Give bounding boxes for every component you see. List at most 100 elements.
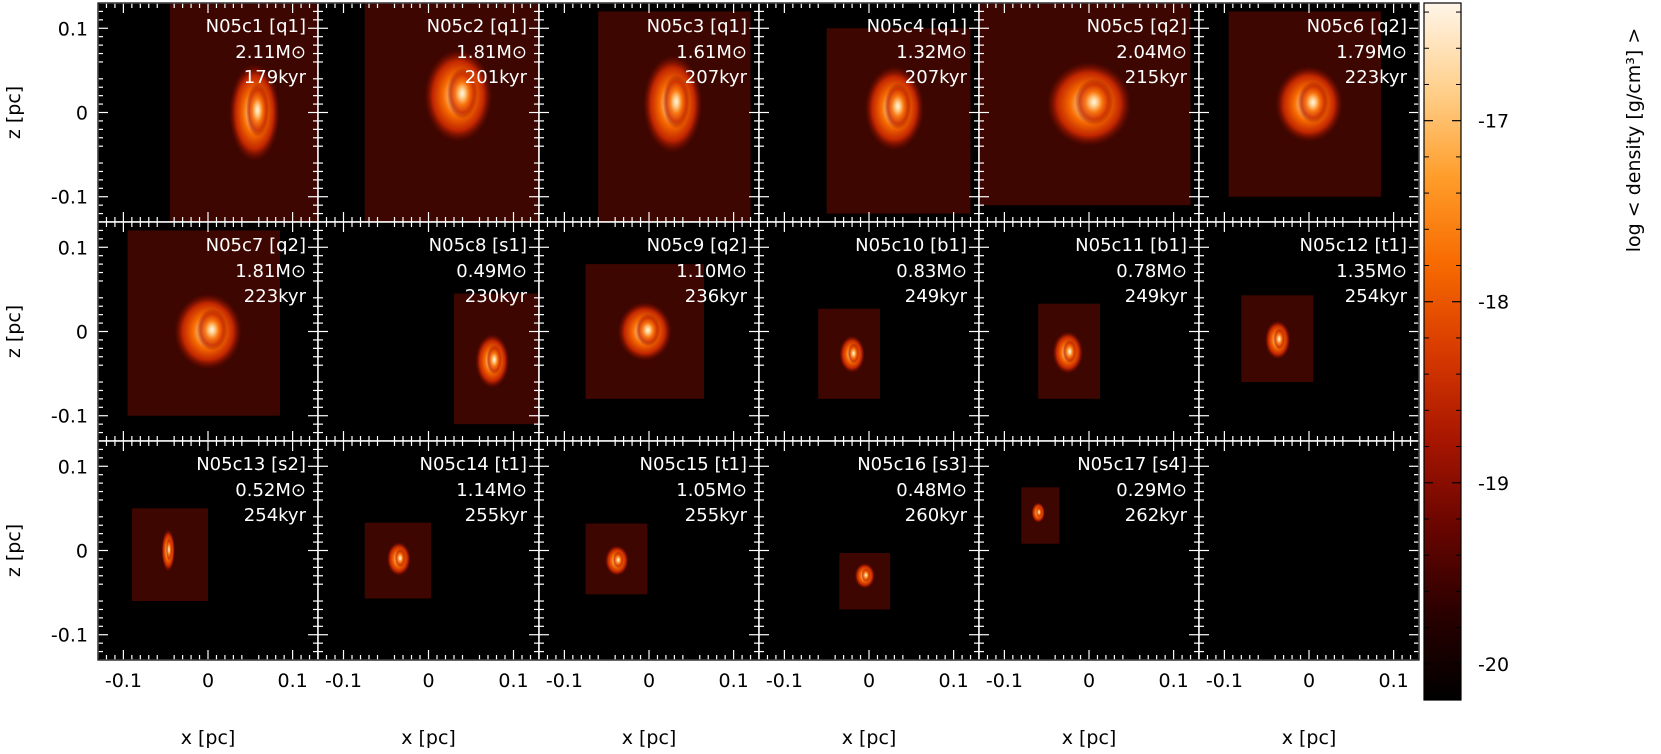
- panel-name-label: N05c6 [q2]: [1307, 16, 1407, 37]
- y-tick-label: 0.1: [58, 456, 88, 478]
- panel-mass-label: 0.49M⊙: [456, 261, 527, 282]
- panel-name-label: N05c13 [s2]: [196, 454, 306, 475]
- panel-mass-label: 1.14M⊙: [456, 480, 527, 501]
- panel-mass-label: 2.11M⊙: [235, 42, 306, 63]
- density-peak: [447, 67, 478, 119]
- panel-mass-label: 1.81M⊙: [235, 261, 306, 282]
- panel: N05c17 [s4] 0.29M⊙ 262kyr: [978, 440, 1200, 661]
- x-tick-label: 0.1: [939, 670, 969, 692]
- panel-age-label: 179kyr: [244, 67, 307, 88]
- density-peak: [196, 308, 228, 351]
- x-axis-title: x [pc]: [1062, 727, 1117, 749]
- x-axis-title: x [pc]: [1282, 727, 1337, 749]
- x-tick-label: 0.1: [1379, 670, 1409, 692]
- density-peak: [847, 343, 860, 364]
- colorbar: -17 -18 -19 -20 log < density [g/cm³] >: [1423, 2, 1645, 701]
- panel-mass-label: 1.10M⊙: [676, 261, 747, 282]
- colorbar-frame: [1423, 2, 1462, 701]
- panel-mass-label: 1.05M⊙: [676, 480, 747, 501]
- panel: N05c3 [q1] 1.61M⊙ 207kyr: [538, 2, 760, 223]
- panel: N05c5 [q2] 2.04M⊙ 215kyr: [978, 2, 1200, 223]
- panel: [1198, 440, 1420, 661]
- panel-age-label: 254kyr: [1345, 286, 1408, 307]
- y-axis-title: z [pc]: [3, 524, 25, 577]
- y-tick-label: -0.1: [51, 625, 88, 647]
- x-tick-label: -0.1: [986, 670, 1023, 692]
- panel-age-label: 249kyr: [905, 286, 968, 307]
- y-axis-title: z [pc]: [3, 86, 25, 139]
- panel-mass-label: 0.29M⊙: [1116, 480, 1187, 501]
- panel: N05c1 [q1] 2.11M⊙ 179kyr: [97, 2, 319, 223]
- density-peak: [165, 537, 173, 562]
- panel-name-label: N05c5 [q2]: [1087, 16, 1187, 37]
- panel-grid: N05c1 [q1] 2.11M⊙ 179kyr N05c2 [q1] 1.81M⊙ 20…: [97, 2, 1420, 661]
- y-tick-label: 0: [76, 103, 88, 125]
- y-tick-label: -0.1: [51, 187, 88, 209]
- panel-ticks: [98, 3, 318, 222]
- x-tick-label: -0.1: [325, 670, 362, 692]
- colorbar-tick-label: -17: [1478, 111, 1509, 133]
- panel-ticks: [979, 222, 1199, 441]
- density-peak: [486, 344, 502, 375]
- panel-background: [539, 441, 759, 660]
- panel-age-label: 262kyr: [1125, 505, 1188, 526]
- panel-ticks: [539, 3, 759, 222]
- panel-ticks: [539, 441, 759, 660]
- panel: N05c9 [q2] 1.10M⊙ 236kyr: [538, 221, 760, 442]
- panel-age-label: 207kyr: [905, 67, 968, 88]
- x-axis-title: x [pc]: [842, 727, 897, 749]
- panel-ticks: [1199, 441, 1419, 660]
- panel-mass-label: 0.78M⊙: [1116, 261, 1187, 282]
- density-peak: [635, 313, 661, 347]
- panel-age-label: 255kyr: [465, 505, 528, 526]
- x-tick-label: 0: [643, 670, 655, 692]
- density-peak: [861, 568, 871, 583]
- panel-name-label: N05c8 [s1]: [429, 235, 527, 256]
- x-axis-title: x [pc]: [181, 727, 236, 749]
- panel: N05c8 [s1] 0.49M⊙ 230kyr: [317, 221, 540, 442]
- density-peak: [884, 83, 912, 130]
- x-axis-title: x [pc]: [622, 727, 677, 749]
- panel-age-label: 260kyr: [905, 505, 968, 526]
- density-peak: [1035, 506, 1043, 518]
- panel-name-label: N05c10 [b1]: [855, 235, 967, 256]
- panel: N05c16 [s3] 0.48M⊙ 260kyr: [758, 440, 980, 661]
- x-tick-label: 0: [1303, 670, 1315, 692]
- panel-mass-label: 1.81M⊙: [456, 42, 527, 63]
- panel-ticks: [318, 441, 539, 660]
- panel-ticks: [759, 441, 979, 660]
- panel-mass-label: 1.79M⊙: [1336, 42, 1407, 63]
- x-tick-label: 0.1: [1159, 670, 1189, 692]
- x-tick-label: 0: [422, 670, 434, 692]
- x-axis-labels: -0.1 0 0.1 x [pc] -0.1 0 0.1 x [pc] -0.1 0 0.1 x [p…: [105, 670, 1409, 749]
- panel-ticks: [979, 441, 1199, 660]
- panel-mass-label: 0.52M⊙: [235, 480, 306, 501]
- panel: N05c14 [t1] 1.14M⊙ 255kyr: [317, 440, 540, 661]
- x-tick-label: 0.1: [278, 670, 308, 692]
- y-tick-label: -0.1: [51, 406, 88, 428]
- panel-age-label: 223kyr: [244, 286, 307, 307]
- panel-age-label: 255kyr: [685, 505, 748, 526]
- panel: N05c4 [q1] 1.32M⊙ 207kyr: [758, 2, 980, 223]
- panel-ticks: [1199, 222, 1419, 441]
- panel-name-label: N05c3 [q1]: [647, 16, 747, 37]
- x-tick-label: -0.1: [766, 670, 803, 692]
- y-tick-label: 0.1: [58, 237, 88, 259]
- panel-ticks: [98, 441, 318, 660]
- x-tick-label: 0.1: [719, 670, 749, 692]
- panel-age-label: 207kyr: [685, 67, 748, 88]
- panel-mass-label: 2.04M⊙: [1116, 42, 1187, 63]
- panel-name-label: N05c1 [q1]: [206, 16, 306, 37]
- density-peak: [1075, 78, 1114, 126]
- panel-mass-label: 0.83M⊙: [896, 261, 967, 282]
- y-tick-label: 0.1: [58, 18, 88, 40]
- colorbar-tick-label: -19: [1478, 473, 1509, 495]
- grid-frame: [97, 2, 1420, 661]
- density-peak: [662, 74, 690, 129]
- panel-ticks: [759, 222, 979, 441]
- panel-name-label: N05c4 [q1]: [867, 16, 967, 37]
- panel: N05c2 [q1] 1.81M⊙ 201kyr: [317, 2, 540, 223]
- panel-age-label: 201kyr: [465, 67, 528, 88]
- density-peak: [1297, 81, 1329, 124]
- density-peak: [1273, 328, 1285, 350]
